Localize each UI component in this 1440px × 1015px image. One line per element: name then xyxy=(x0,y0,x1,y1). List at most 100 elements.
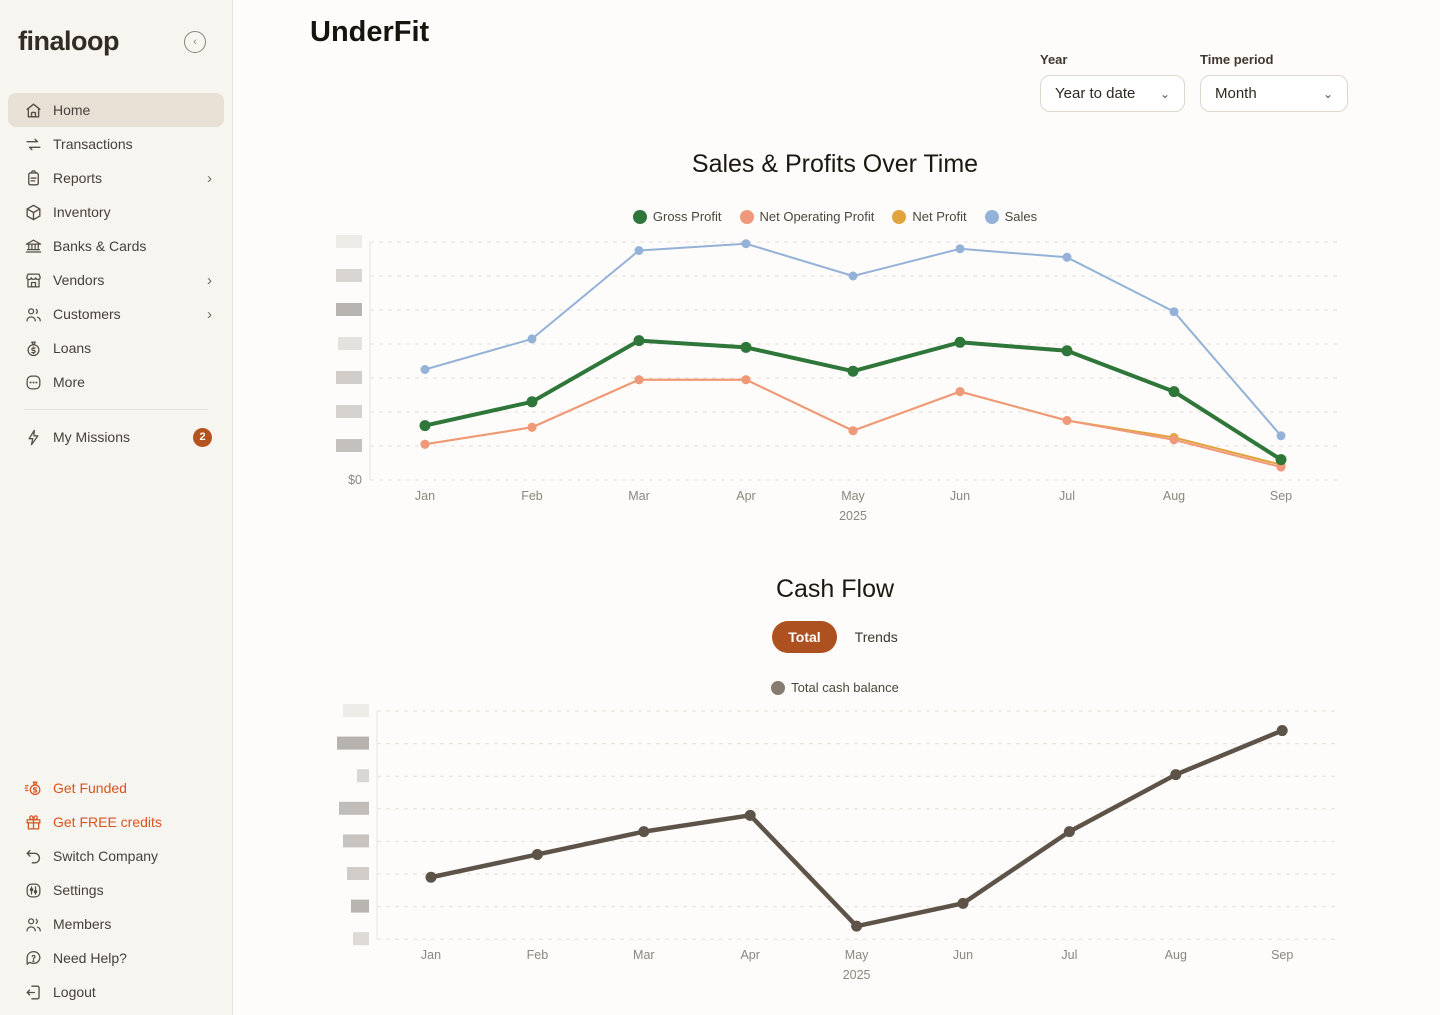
help-bubble-icon xyxy=(26,950,41,965)
data-point[interactable] xyxy=(1276,462,1286,472)
logout-icon xyxy=(26,984,40,1000)
switch-company-icon xyxy=(26,849,41,864)
sidebar-item-label: My Missions xyxy=(53,429,131,445)
members-icon xyxy=(26,917,41,931)
sidebar-collapse-button[interactable]: ‹ xyxy=(184,30,206,53)
time-period-select[interactable]: Month ⌄ xyxy=(1200,75,1348,112)
x-axis-year-label: 2025 xyxy=(843,968,871,982)
year-select[interactable]: Year to date ⌄ xyxy=(1040,75,1185,112)
data-point[interactable] xyxy=(741,375,751,385)
data-point[interactable] xyxy=(420,439,430,449)
sidebar-nav: Home Transactions Reports › Inventory Ba… xyxy=(0,93,232,454)
sidebar-item-settings[interactable]: Settings xyxy=(8,873,224,907)
data-point[interactable] xyxy=(633,335,645,347)
sidebar-item-my-missions[interactable]: My Missions 2 xyxy=(8,420,224,454)
gross-profit-line xyxy=(423,338,1283,462)
data-point[interactable] xyxy=(1169,307,1179,317)
cash-flow-toggle: Total Trends xyxy=(320,621,1350,653)
toggle-trends-button[interactable]: Trends xyxy=(854,629,898,645)
data-point[interactable] xyxy=(526,396,538,408)
sidebar-item-label: Loans xyxy=(53,340,92,356)
sidebar-item-transactions[interactable]: Transactions xyxy=(8,127,224,161)
data-point[interactable] xyxy=(848,426,858,436)
sidebar-item-loans[interactable]: Loans xyxy=(8,331,224,365)
data-point[interactable] xyxy=(638,826,650,838)
sidebar-item-label: Vendors xyxy=(53,272,105,288)
data-point[interactable] xyxy=(1061,345,1073,357)
data-point[interactable] xyxy=(1276,431,1286,441)
sidebar: finaloop ‹ Home Transactions Reports › I… xyxy=(0,0,233,1015)
missions-count-badge: 2 xyxy=(193,427,212,447)
sidebar-item-customers[interactable]: Customers › xyxy=(8,297,224,331)
money-bag-icon xyxy=(27,341,40,356)
year-filter-label: Year xyxy=(1040,52,1068,67)
lightning-icon xyxy=(28,429,39,445)
data-point[interactable] xyxy=(955,244,965,254)
sidebar-item-need-help[interactable]: Need Help? xyxy=(8,941,224,975)
data-point[interactable] xyxy=(848,271,858,281)
sidebar-item-logout[interactable]: Logout xyxy=(8,975,224,1009)
sidebar-item-get-free-credits[interactable]: Get FREE credits xyxy=(8,805,224,839)
data-point[interactable] xyxy=(527,334,537,344)
data-point[interactable] xyxy=(634,375,644,385)
data-point[interactable] xyxy=(420,365,430,374)
bank-icon xyxy=(25,239,42,253)
gross-profit-legend-dot xyxy=(632,209,647,224)
x-axis-label: Sep xyxy=(1270,489,1292,503)
sidebar-item-label: Logout xyxy=(53,984,96,1000)
redacted-y-tick-label xyxy=(336,269,362,282)
data-point[interactable] xyxy=(531,848,543,860)
data-point[interactable] xyxy=(425,871,437,883)
data-point[interactable] xyxy=(957,897,969,909)
data-point[interactable] xyxy=(1063,826,1075,838)
time-period-select-value: Month xyxy=(1215,85,1257,102)
sidebar-item-banks-cards[interactable]: Banks & Cards xyxy=(8,229,224,263)
inventory-icon xyxy=(26,204,41,220)
data-point[interactable] xyxy=(1170,769,1182,781)
sidebar-item-members[interactable]: Members xyxy=(8,907,224,941)
x-axis-label: Apr xyxy=(736,489,755,503)
data-point[interactable] xyxy=(1062,252,1072,262)
chevron-down-icon: ⌄ xyxy=(1159,86,1170,101)
toggle-total-button[interactable]: Total xyxy=(772,621,837,653)
data-point[interactable] xyxy=(527,422,537,432)
sidebar-item-inventory[interactable]: Inventory xyxy=(8,195,224,229)
total-cash-balance-line xyxy=(428,728,1285,929)
sidebar-item-get-funded[interactable]: Get Funded xyxy=(8,771,224,805)
redacted-y-tick-label xyxy=(338,337,362,350)
x-axis-label: Jun xyxy=(953,948,973,962)
data-point[interactable] xyxy=(851,920,863,932)
sidebar-item-label: Settings xyxy=(53,882,104,898)
data-point[interactable] xyxy=(634,246,644,255)
reports-icon xyxy=(28,169,39,186)
redacted-y-tick-label xyxy=(343,704,369,717)
data-point[interactable] xyxy=(955,387,965,397)
sidebar-item-label: Inventory xyxy=(53,204,111,220)
x-axis-label: Jul xyxy=(1059,489,1075,503)
data-point[interactable] xyxy=(741,239,751,249)
data-point[interactable] xyxy=(419,420,431,432)
x-axis-label: Jan xyxy=(421,948,441,962)
data-point[interactable] xyxy=(847,365,859,377)
data-point[interactable] xyxy=(744,809,756,821)
redacted-y-tick-label xyxy=(336,371,362,384)
sidebar-item-reports[interactable]: Reports › xyxy=(8,161,224,195)
data-point[interactable] xyxy=(1169,435,1179,445)
finaloop-logo: finaloop xyxy=(18,26,119,56)
sidebar-item-switch-company[interactable]: Switch Company xyxy=(8,839,224,873)
data-point[interactable] xyxy=(954,336,966,348)
data-point[interactable] xyxy=(1168,386,1180,398)
legend-item-total-cash-balance: Total cash balance xyxy=(771,680,899,695)
main-content: UnderFit Year Year to date ⌄ Time period… xyxy=(234,0,1440,1015)
sidebar-item-vendors[interactable]: Vendors › xyxy=(8,263,224,297)
chevron-right-icon: › xyxy=(207,169,212,187)
data-point[interactable] xyxy=(740,341,752,353)
sidebar-item-label: Get FREE credits xyxy=(53,814,162,830)
home-icon xyxy=(26,102,41,118)
data-point[interactable] xyxy=(1276,725,1288,737)
sidebar-item-more[interactable]: More xyxy=(8,365,224,399)
sidebar-footer: Get Funded Get FREE credits Switch Compa… xyxy=(0,771,232,1015)
data-point[interactable] xyxy=(1275,454,1287,466)
sidebar-item-home[interactable]: Home xyxy=(8,93,224,127)
data-point[interactable] xyxy=(1062,416,1072,425)
